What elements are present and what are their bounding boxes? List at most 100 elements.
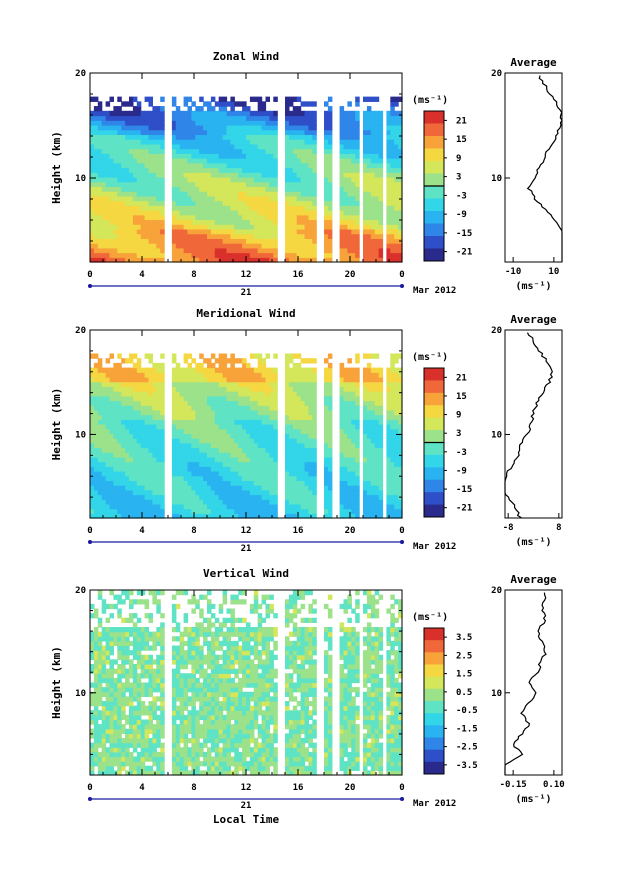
heatmap-cell: [394, 129, 399, 136]
heatmap-cell: [394, 386, 399, 392]
heatmap-cell: [249, 395, 255, 402]
heatmap-cell: [351, 153, 356, 159]
heatmap-cell: [343, 120, 348, 126]
heatmap-cell: [253, 200, 259, 206]
heatmap-cell: [355, 115, 360, 121]
heatmap-cell: [327, 191, 333, 197]
heatmap-cell: [195, 143, 200, 150]
heatmap-cell: [148, 480, 153, 486]
heatmap-cell: [394, 124, 399, 131]
heatmap-cell: [339, 485, 345, 491]
heatmap-cell: [183, 172, 189, 178]
heatmap-cell: [363, 143, 368, 150]
heatmap-cell: [285, 367, 290, 373]
heatmap-cell: [285, 456, 290, 463]
heatmap-cell: [214, 503, 220, 510]
heatmap-cell: [199, 442, 204, 449]
heatmap-cell: [300, 247, 306, 254]
heatmap-cell: [171, 176, 177, 183]
heatmap-cell: [97, 228, 103, 235]
heatmap-cell: [288, 124, 294, 131]
heatmap-cell: [187, 205, 192, 211]
heatmap-cell: [97, 489, 103, 496]
heatmap-cell: [203, 243, 208, 249]
heatmap-cell: [218, 110, 224, 117]
heatmap-cell: [273, 471, 278, 477]
heatmap-cell: [390, 358, 395, 364]
heatmap-cell: [327, 461, 333, 467]
heatmap-cell: [351, 228, 356, 235]
heatmap-cell: [171, 129, 177, 136]
heatmap-cell: [265, 471, 270, 477]
heatmap-cell: [390, 129, 395, 136]
heatmap-cell: [207, 381, 212, 387]
heatmap-cell: [179, 238, 185, 244]
heatmap-cell: [121, 433, 126, 439]
heatmap-cell: [148, 210, 153, 216]
heatmap-cell: [109, 428, 114, 434]
heatmap-cell: [273, 186, 278, 192]
heatmap-cell: [191, 148, 196, 154]
heatmap-cell: [257, 158, 263, 164]
heatmap-cell: [347, 210, 352, 216]
heatmap-cell: [160, 499, 165, 505]
heatmap-cell: [214, 214, 220, 221]
heatmap-cell: [327, 372, 333, 378]
heatmap-cell: [386, 377, 391, 383]
heatmap-cell: [207, 195, 212, 202]
heatmap-cell: [195, 219, 200, 225]
heatmap-cell: [109, 148, 114, 154]
heatmap-cell: [113, 466, 118, 472]
heatmap-cell: [97, 475, 103, 481]
heatmap-cell: [121, 129, 126, 136]
heatmap-cell: [140, 456, 146, 463]
heatmap-cell: [179, 508, 185, 514]
heatmap-cell: [296, 129, 302, 136]
heatmap-cell: [269, 247, 274, 254]
x-tick-label: 12: [241, 526, 252, 536]
heatmap-cell: [171, 243, 177, 249]
heatmap-cell: [300, 172, 306, 178]
heatmap-cell: [370, 513, 376, 519]
heatmap-cell: [132, 405, 138, 411]
heatmap-cell: [144, 405, 150, 411]
heatmap-cell: [234, 115, 239, 121]
heatmap-cell: [378, 377, 384, 383]
heatmap-cell: [160, 395, 165, 402]
heatmap-cell: [191, 475, 196, 481]
heatmap-cell: [242, 120, 247, 126]
heatmap-cell: [222, 381, 228, 387]
heatmap-cell: [238, 139, 243, 145]
heatmap-cell: [160, 162, 165, 169]
heatmap-cell: [191, 419, 196, 425]
heatmap-cell: [187, 238, 192, 244]
heatmap-cell: [327, 499, 333, 505]
heatmap-cell: [222, 101, 228, 107]
heatmap-cell: [296, 494, 302, 500]
heatmap-cell: [304, 162, 309, 169]
heatmap-cell: [136, 233, 142, 239]
heatmap-cell: [242, 381, 247, 387]
heatmap-cell: [242, 243, 247, 249]
heatmap-cell: [351, 419, 356, 425]
colorbar-segment: [424, 211, 444, 224]
heatmap-cell: [253, 120, 259, 126]
heatmap-cell: [238, 452, 243, 458]
heatmap-cell: [191, 433, 196, 439]
heatmap-cell: [175, 153, 181, 159]
heatmap-cell: [273, 143, 278, 150]
heatmap-cell: [129, 508, 134, 514]
heatmap-cell: [296, 257, 302, 263]
heatmap-cell: [93, 120, 99, 126]
heatmap-cell: [370, 158, 376, 164]
heatmap-cell: [105, 195, 111, 202]
heatmap-cell: [246, 243, 251, 249]
heatmap-cell: [370, 452, 376, 458]
heatmap-cell: [93, 442, 99, 449]
heatmap-cell: [152, 367, 157, 373]
heatmap-cell: [171, 452, 177, 458]
heatmap-cell: [230, 489, 235, 496]
heatmap-cell: [203, 489, 208, 496]
heatmap-cell: [132, 252, 138, 258]
heatmap-cell: [292, 353, 298, 359]
